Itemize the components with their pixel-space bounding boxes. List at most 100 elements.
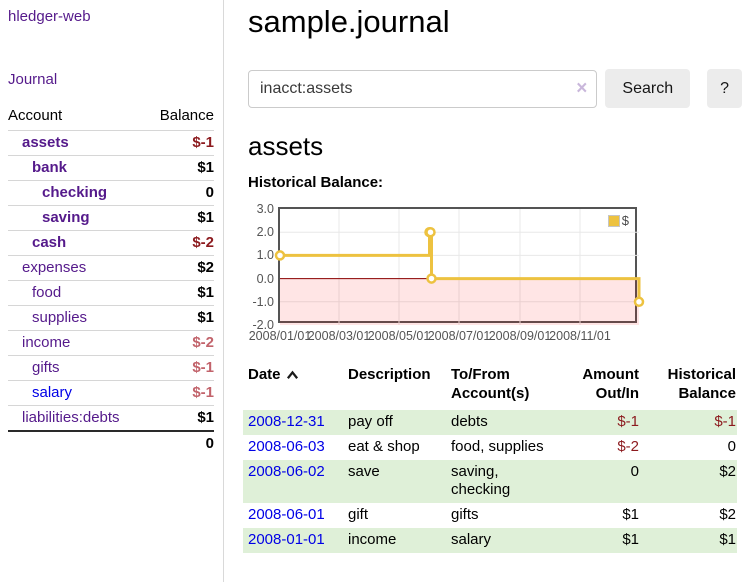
- search-input-wrap: ×: [248, 69, 598, 108]
- x-tick-label: 2008/07/01: [427, 329, 491, 343]
- account-row: salary $-1: [8, 380, 214, 406]
- account-balance: $1: [197, 209, 214, 226]
- sidebar-account-link[interactable]: supplies: [32, 309, 88, 326]
- account-balance: $1: [197, 284, 214, 301]
- account-row: gifts $-1: [8, 355, 214, 381]
- sidebar: hledger-web Journal Account Balance asse…: [0, 0, 224, 582]
- account-row: cash $-2: [8, 230, 214, 256]
- account-row: saving $1: [8, 205, 214, 231]
- transaction-amount-cell: $-2: [617, 438, 639, 455]
- transaction-date-link[interactable]: 2008-12-31: [248, 413, 325, 430]
- account-row: food $1: [8, 280, 214, 306]
- sidebar-account-link[interactable]: checking: [42, 184, 108, 201]
- account-name-cell: supplies: [8, 306, 147, 331]
- account-name-cell: income: [8, 331, 147, 356]
- accounts-total-row: 0: [8, 431, 214, 456]
- transaction-amount-cell: $1: [622, 531, 639, 548]
- register-row[interactable]: 2008-01-01 income salary $1 $1: [243, 528, 737, 553]
- chart-title: Historical Balance:: [248, 174, 384, 191]
- transaction-accounts-cell: saving, checking: [451, 463, 511, 498]
- transaction-amount-cell: 0: [630, 463, 639, 480]
- account-heading: assets: [248, 131, 324, 161]
- account-name-cell: gifts: [8, 356, 147, 381]
- transaction-balance-cell: $1: [719, 531, 736, 548]
- chart-y-axis: 3.0 2.0 1.0 0.0 -1.0 -2.0: [248, 202, 274, 332]
- x-tick-label: 2008/03/01: [307, 329, 371, 343]
- historical-balance-chart: 3.0 2.0 1.0 0.0 -1.0 -2.0 $ 2008/01/01 2008/03…: [248, 201, 742, 347]
- sidebar-account-link[interactable]: expenses: [22, 259, 87, 276]
- sidebar-account-link[interactable]: liabilities:debts: [22, 409, 120, 426]
- register-row[interactable]: 2008-12-31 pay off debts $-1 $-1: [243, 410, 737, 435]
- sidebar-account-link[interactable]: assets: [22, 134, 69, 151]
- sidebar-account-link[interactable]: gifts: [32, 359, 60, 376]
- page-title: sample.journal: [248, 4, 450, 39]
- chart-plot-area[interactable]: $: [274, 207, 645, 325]
- register-table: Date Description To/From Account(s) Amou…: [243, 363, 737, 553]
- y-tick-label: 0.0: [256, 271, 274, 286]
- register-header-description[interactable]: Description: [348, 366, 431, 383]
- transaction-date-link[interactable]: 2008-06-01: [248, 506, 325, 523]
- sort-asc-icon: [286, 370, 298, 379]
- sidebar-account-link[interactable]: income: [22, 334, 71, 351]
- account-name-cell: salary: [8, 381, 147, 406]
- y-tick-label: -2.0: [252, 318, 274, 332]
- register-header-date[interactable]: Date: [243, 363, 343, 410]
- account-name-cell: checking: [8, 181, 147, 206]
- y-tick-label: 2.0: [256, 225, 274, 240]
- account-name-cell: bank: [8, 156, 147, 181]
- transaction-balance-cell: 0: [727, 438, 736, 455]
- main-content: sample.journal × Search ? assets Histori…: [224, 0, 742, 582]
- sidebar-account-link[interactable]: saving: [42, 209, 90, 226]
- account-row: checking 0: [8, 180, 214, 206]
- transaction-accounts-cell: debts: [451, 413, 488, 430]
- account-balance: $-1: [192, 384, 214, 401]
- transaction-description-cell: gift: [348, 506, 369, 523]
- accounts-total-balance: 0: [205, 435, 214, 452]
- chart-legend: $: [605, 212, 631, 229]
- help-button[interactable]: ?: [707, 69, 742, 108]
- transaction-balance-cell: $-1: [714, 413, 736, 430]
- sidebar-item-journal[interactable]: Journal: [8, 71, 58, 88]
- x-tick-label: 2008/11/01: [549, 329, 611, 343]
- accounts-header-row: Account Balance: [8, 102, 214, 131]
- transaction-date-cell: 2008-06-02: [243, 460, 343, 503]
- register-row[interactable]: 2008-06-01 gift gifts $1 $2: [243, 503, 737, 528]
- account-balance: $-2: [192, 334, 214, 351]
- chart-x-axis: 2008/01/01 2008/03/01 2008/05/01 2008/07/01…: [249, 329, 639, 345]
- search-input[interactable]: [248, 69, 598, 108]
- legend-label: $: [621, 213, 629, 228]
- transaction-date-cell: 2008-01-01: [243, 528, 343, 553]
- search-button[interactable]: Search: [605, 69, 691, 108]
- account-balance: $1: [197, 409, 214, 426]
- account-name-cell: assets: [8, 131, 147, 156]
- sidebar-account-link[interactable]: bank: [32, 159, 68, 176]
- sidebar-account-link[interactable]: salary: [32, 384, 73, 401]
- account-row: income $-2: [8, 330, 214, 356]
- app-title-link[interactable]: hledger-web: [8, 8, 91, 25]
- transaction-date-link[interactable]: 2008-06-03: [248, 438, 325, 455]
- transaction-description-cell: income: [348, 531, 397, 548]
- legend-swatch-icon: [607, 214, 620, 227]
- transaction-date-link[interactable]: 2008-01-01: [248, 531, 325, 548]
- account-balance: $-2: [192, 234, 214, 251]
- register-header-balance[interactable]: Historical Balance: [667, 366, 736, 402]
- transaction-date-link[interactable]: 2008-06-02: [248, 463, 325, 480]
- register-header-amount[interactable]: Amount Out/In: [582, 366, 639, 402]
- transaction-balance-cell: $2: [719, 506, 736, 523]
- account-balance: $-1: [192, 359, 214, 376]
- accounts-table: Account Balance assets $-1 bank $1 checking 0…: [8, 102, 214, 456]
- transaction-description-cell: save: [348, 463, 380, 480]
- account-row: liabilities:debts $1: [8, 405, 214, 432]
- account-row: assets $-1: [8, 130, 214, 156]
- x-tick-label: 2008/01/01: [248, 329, 312, 343]
- sidebar-account-link[interactable]: cash: [32, 234, 67, 251]
- account-name-cell: liabilities:debts: [8, 406, 147, 432]
- register-row[interactable]: 2008-06-03 eat & shop food, supplies $-2 0: [243, 435, 737, 460]
- account-balance: $-1: [192, 134, 214, 151]
- account-name-cell: saving: [8, 206, 147, 231]
- clear-search-icon[interactable]: ×: [576, 77, 588, 99]
- register-header-accounts[interactable]: To/From Account(s): [451, 366, 530, 402]
- accounts-total-spacer: [8, 431, 147, 456]
- register-row[interactable]: 2008-06-02 save saving, checking 0 $2: [243, 460, 737, 503]
- sidebar-account-link[interactable]: food: [32, 284, 62, 301]
